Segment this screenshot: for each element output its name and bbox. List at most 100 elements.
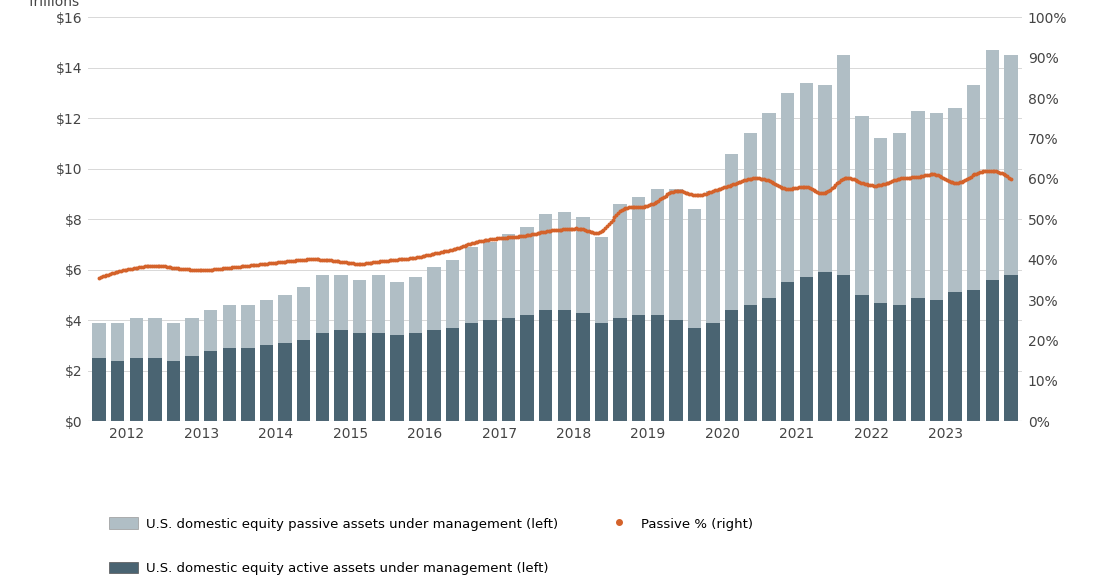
Bar (242, 348, 255, 421)
Bar (967, 290, 980, 421)
Bar (409, 333, 422, 421)
Bar (576, 313, 589, 421)
Bar (297, 287, 311, 340)
Bar (707, 323, 720, 421)
Bar (669, 189, 682, 320)
Bar (186, 355, 199, 421)
Bar (111, 323, 124, 361)
Bar (557, 310, 571, 421)
Bar (334, 330, 347, 421)
Bar (521, 315, 534, 421)
Bar (428, 267, 441, 330)
Bar (502, 318, 515, 421)
Bar (595, 237, 608, 323)
Bar (242, 305, 255, 348)
Bar (390, 282, 403, 335)
Bar (632, 197, 645, 315)
Bar (781, 282, 795, 421)
Bar (874, 138, 887, 302)
Bar (892, 305, 906, 421)
Bar (818, 85, 832, 272)
Bar (223, 305, 236, 348)
Bar (595, 323, 608, 421)
Bar (557, 212, 571, 310)
Bar (167, 323, 180, 361)
Bar (930, 113, 943, 300)
Bar (92, 358, 106, 421)
Bar (167, 361, 180, 421)
Bar (967, 85, 980, 290)
Bar (1004, 55, 1018, 275)
Bar (799, 83, 813, 278)
Bar (763, 113, 776, 298)
Bar (259, 300, 274, 346)
Bar (446, 260, 459, 328)
Bar (130, 318, 143, 358)
Bar (818, 272, 832, 421)
Bar (353, 280, 366, 333)
Bar (651, 315, 664, 421)
Bar (613, 204, 626, 318)
Bar (892, 133, 906, 305)
Bar (539, 310, 553, 421)
Bar (148, 358, 162, 421)
Bar (836, 275, 851, 421)
Bar (725, 310, 739, 421)
Bar (725, 153, 739, 310)
Bar (465, 323, 478, 421)
Bar (148, 318, 162, 358)
Bar (763, 298, 776, 421)
Bar (669, 320, 682, 421)
Bar (428, 330, 441, 421)
Bar (836, 55, 851, 275)
Bar (1004, 275, 1018, 421)
Bar (278, 343, 292, 421)
Bar (315, 275, 329, 333)
Bar (334, 275, 347, 330)
Bar (948, 108, 962, 293)
Bar (632, 315, 645, 421)
Bar (576, 217, 589, 313)
Bar (874, 302, 887, 421)
Bar (986, 50, 999, 280)
Bar (484, 320, 497, 421)
Bar (409, 278, 422, 333)
Bar (855, 295, 868, 421)
Bar (371, 275, 385, 333)
Bar (911, 298, 924, 421)
Bar (484, 242, 497, 320)
Bar (92, 323, 106, 358)
Bar (390, 335, 403, 421)
Bar (781, 93, 795, 282)
Bar (855, 116, 868, 295)
Bar (613, 318, 626, 421)
Bar (278, 295, 292, 343)
Bar (371, 333, 385, 421)
Bar (465, 247, 478, 323)
Bar (130, 358, 143, 421)
Bar (930, 300, 943, 421)
Bar (688, 328, 701, 421)
Bar (315, 333, 329, 421)
Bar (223, 348, 236, 421)
Bar (707, 192, 720, 323)
Bar (186, 318, 199, 355)
Bar (948, 293, 962, 421)
Bar (744, 305, 757, 421)
Bar (111, 361, 124, 421)
Bar (688, 209, 701, 328)
Bar (744, 133, 757, 305)
Bar (259, 346, 274, 421)
Legend: U.S. domestic equity active assets under management (left): U.S. domestic equity active assets under… (104, 556, 554, 577)
Text: Trillions: Trillions (27, 0, 79, 9)
Bar (651, 189, 664, 315)
Bar (521, 227, 534, 315)
Bar (986, 280, 999, 421)
Bar (204, 310, 218, 351)
Bar (799, 278, 813, 421)
Bar (539, 214, 553, 310)
Bar (502, 234, 515, 318)
Bar (204, 351, 218, 421)
Bar (353, 333, 366, 421)
Bar (297, 340, 311, 421)
